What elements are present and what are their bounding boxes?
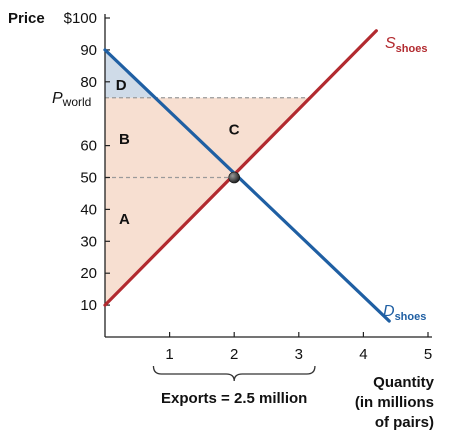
- x-axis-title: (in millions: [355, 394, 434, 411]
- y-tick-label: 20: [80, 265, 97, 282]
- guide-lines: [105, 97, 311, 179]
- curves: [103, 29, 391, 323]
- x-axis-title: of pairs): [375, 414, 434, 431]
- region-label-a: A: [119, 211, 130, 228]
- region-label-c: C: [229, 122, 240, 139]
- y-tick-label: 50: [80, 170, 97, 187]
- y-tick-label: 10: [80, 297, 97, 314]
- y-axis-title: Price: [8, 10, 45, 27]
- exports-label: Exports = 2.5 million: [161, 390, 307, 407]
- y-tick-label: 90: [80, 42, 97, 59]
- demand-label: Dshoes: [383, 303, 426, 323]
- y-tick-label: 60: [80, 138, 97, 155]
- x-tick-label: 3: [295, 346, 303, 363]
- y-tick-label: 80: [80, 74, 97, 91]
- x-tick-label: 1: [165, 346, 173, 363]
- region-label-d: D: [116, 77, 127, 94]
- world-price-label: Pworld: [52, 90, 91, 109]
- supply-curve: [103, 29, 378, 307]
- supply-label: Sshoes: [385, 35, 427, 55]
- x-tick-label: 2: [230, 346, 238, 363]
- x-tick-label: 4: [359, 346, 367, 363]
- y-tick-label: $100: [64, 10, 97, 27]
- region-label-b: B: [119, 131, 130, 148]
- y-tick-label: 40: [80, 201, 97, 218]
- exports-brace: [152, 365, 316, 382]
- y-tick-label: 30: [80, 233, 97, 250]
- axes: $100 90 80 60 50 40 30 20 10 Price Pworld 1 2 3 4 5 Quan…: [8, 10, 435, 431]
- x-tick-label: 5: [424, 346, 432, 363]
- labels: Sshoes Dshoes A B C D Exports = 2.5 million: [116, 35, 428, 407]
- x-axis-title: Quantity: [373, 374, 434, 391]
- equilibrium-point: [228, 171, 240, 184]
- demand-curve: [103, 48, 391, 323]
